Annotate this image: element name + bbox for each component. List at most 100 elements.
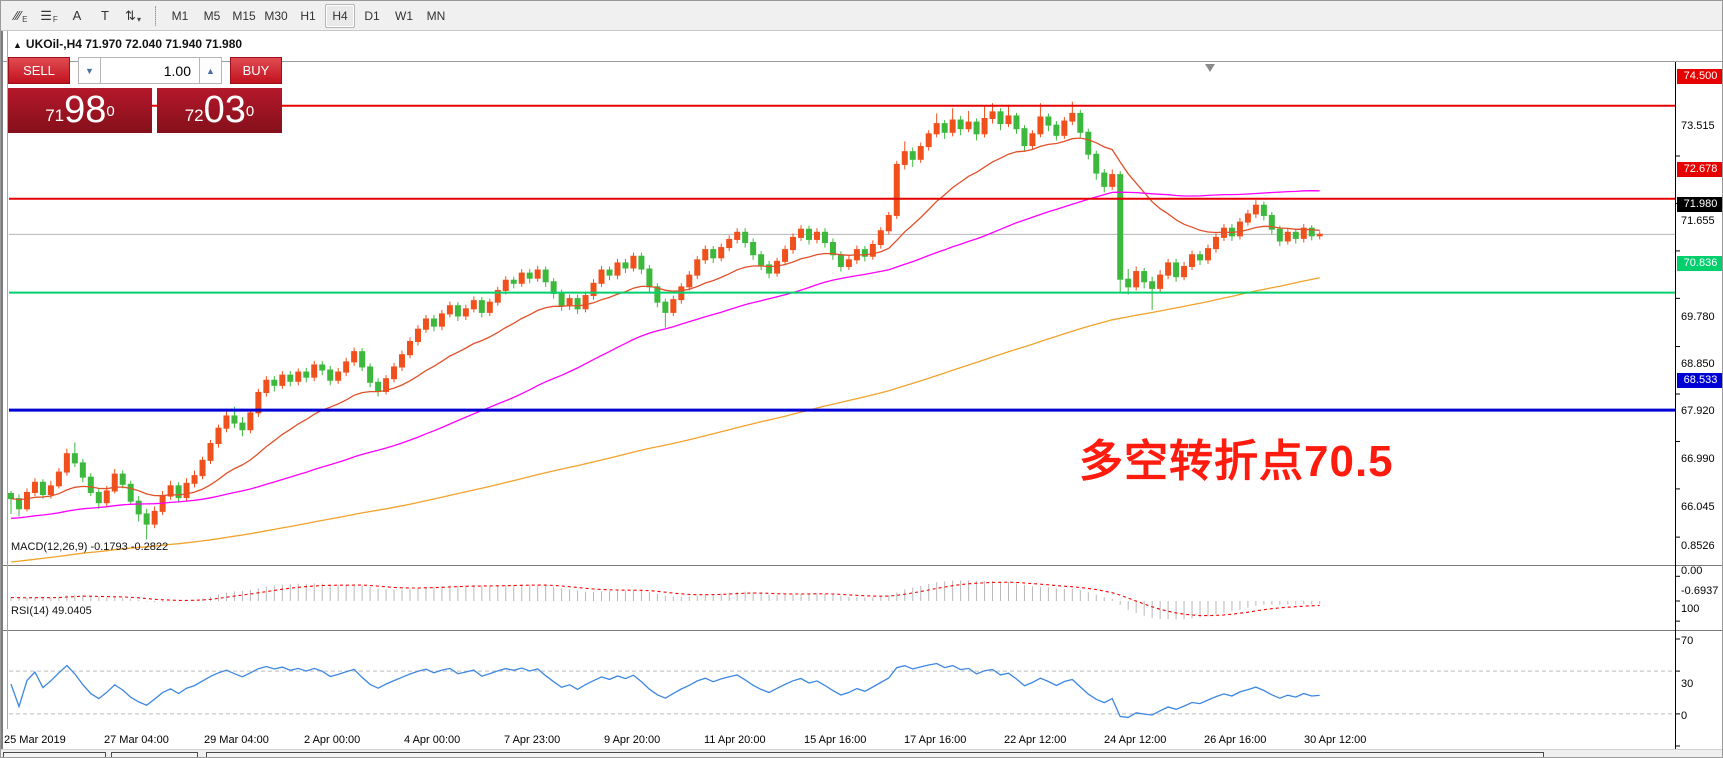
equidistant-channel-icon[interactable]: ⁄⁄⁄ E bbox=[14, 8, 28, 24]
candle-up bbox=[534, 269, 541, 279]
candle-up bbox=[917, 146, 924, 160]
candle-down bbox=[1276, 228, 1283, 242]
candle-down bbox=[1093, 153, 1100, 174]
candle-up bbox=[1157, 274, 1164, 289]
buy-button[interactable]: BUY bbox=[230, 57, 282, 84]
date-label: 26 Apr 16:00 bbox=[1204, 734, 1267, 746]
candle-up bbox=[23, 491, 30, 510]
candle-down bbox=[806, 228, 812, 240]
candle-up bbox=[103, 490, 110, 504]
candle-down bbox=[95, 491, 102, 504]
date-label: 11 Apr 20:00 bbox=[704, 734, 766, 746]
candle-up bbox=[1133, 271, 1140, 288]
candle-up bbox=[1061, 120, 1068, 136]
timeframe-M1[interactable]: M1 bbox=[171, 8, 189, 23]
arrows-shapes-icon[interactable]: ⇅ ▾ bbox=[125, 7, 141, 25]
price-tick-label: 66.990 bbox=[1681, 452, 1715, 465]
candle-up bbox=[351, 351, 358, 363]
sell-button[interactable]: SELL bbox=[8, 57, 70, 84]
candle-up bbox=[47, 485, 54, 496]
volume-increase-button[interactable]: ▲ bbox=[199, 57, 222, 84]
candle-up bbox=[223, 415, 230, 429]
date-label: 9 Apr 20:00 bbox=[604, 734, 661, 746]
candle-down bbox=[327, 369, 334, 381]
candle-down bbox=[454, 305, 461, 317]
candle-up bbox=[1212, 236, 1219, 250]
candle-up bbox=[1236, 221, 1243, 237]
candle-down bbox=[997, 111, 1004, 125]
candle-down bbox=[558, 293, 565, 307]
timeframe-W1[interactable]: W1 bbox=[395, 8, 413, 23]
symbol-marker-icon: ▲ bbox=[13, 40, 22, 50]
candle-down bbox=[510, 279, 517, 284]
candle-up bbox=[399, 354, 406, 368]
price-tick-label: 66.045 bbox=[1681, 501, 1715, 514]
rsi-axis-label: 70 bbox=[1681, 635, 1694, 648]
text-a-icon[interactable]: A bbox=[72, 8, 82, 23]
macd-axis-label: -0.6937 bbox=[1681, 585, 1719, 598]
status-segment bbox=[3, 752, 106, 757]
candle-up bbox=[1181, 265, 1188, 278]
candle-down bbox=[375, 381, 382, 392]
candle-up bbox=[1165, 262, 1172, 276]
candle-up bbox=[63, 453, 70, 473]
candle-up bbox=[582, 295, 589, 310]
candle-down bbox=[367, 366, 374, 383]
timeframe-M30[interactable]: M30 bbox=[264, 8, 288, 23]
candle-up bbox=[407, 340, 413, 356]
candle-up bbox=[981, 118, 988, 135]
window-left-inner-border bbox=[7, 31, 8, 729]
candle-up bbox=[630, 255, 637, 269]
fibonacci-grid-icon[interactable]: ☰ F bbox=[40, 7, 58, 25]
candle-up bbox=[438, 313, 445, 327]
candle-down bbox=[1021, 128, 1028, 147]
date-label: 15 Apr 16:00 bbox=[804, 734, 867, 746]
timeframe-M5[interactable]: M5 bbox=[203, 8, 221, 23]
candle-down bbox=[662, 301, 669, 313]
candle-up bbox=[1109, 174, 1116, 187]
timeframe-H4[interactable]: H4 bbox=[325, 3, 355, 28]
candle-down bbox=[526, 272, 533, 279]
candle-up bbox=[462, 308, 469, 317]
volume-decrease-button[interactable]: ▼ bbox=[78, 57, 101, 84]
candle-up bbox=[1029, 133, 1036, 147]
candle-up bbox=[151, 510, 158, 525]
timeframe-H1[interactable]: H1 bbox=[300, 8, 316, 23]
candle-down bbox=[941, 123, 948, 133]
buy-price-display[interactable]: 72 03 0 bbox=[157, 88, 282, 133]
candle-up bbox=[774, 260, 781, 274]
candle-up bbox=[566, 298, 573, 307]
buy-price-small: 72 bbox=[184, 106, 204, 125]
price-tick-label: 73.515 bbox=[1681, 120, 1715, 132]
candle-down bbox=[1308, 227, 1315, 237]
candle-down bbox=[1292, 231, 1299, 239]
timeframe-D1[interactable]: D1 bbox=[364, 8, 380, 23]
date-label: 30 Apr 12:00 bbox=[1304, 734, 1367, 746]
volume-input[interactable]: 1.00 bbox=[101, 57, 199, 84]
candle-up bbox=[279, 374, 286, 386]
candle-down bbox=[87, 476, 94, 493]
candle-up bbox=[311, 364, 318, 378]
candle-down bbox=[973, 121, 980, 135]
timeframe-M15[interactable]: M15 bbox=[232, 8, 256, 23]
candle-up bbox=[893, 163, 900, 216]
candle-down bbox=[1197, 254, 1204, 261]
chart-window[interactable] bbox=[1, 31, 1722, 757]
chart-canvas[interactable] bbox=[1, 31, 1723, 758]
candle-down bbox=[1268, 214, 1275, 230]
candle-up bbox=[734, 231, 741, 240]
timeframe-MN[interactable]: MN bbox=[426, 8, 446, 23]
one-click-trade-panel: SELL ▼ 1.00 ▲ BUY 71 98 0 72 03 0 bbox=[8, 57, 282, 133]
sell-price-display[interactable]: 71 98 0 bbox=[8, 88, 152, 133]
macd-label: MACD(12,26,9) -0.1793 -0.2822 bbox=[11, 541, 169, 553]
window-left-border bbox=[1, 31, 3, 757]
price-tick-label: 71.655 bbox=[1681, 214, 1715, 227]
candle-down bbox=[1077, 112, 1084, 133]
candle-down bbox=[622, 262, 629, 269]
candle-up bbox=[686, 274, 693, 288]
candle-down bbox=[1149, 281, 1156, 289]
status-strip bbox=[1, 749, 1722, 757]
text-label-icon[interactable]: T bbox=[101, 8, 109, 23]
candle-down bbox=[1053, 124, 1060, 136]
